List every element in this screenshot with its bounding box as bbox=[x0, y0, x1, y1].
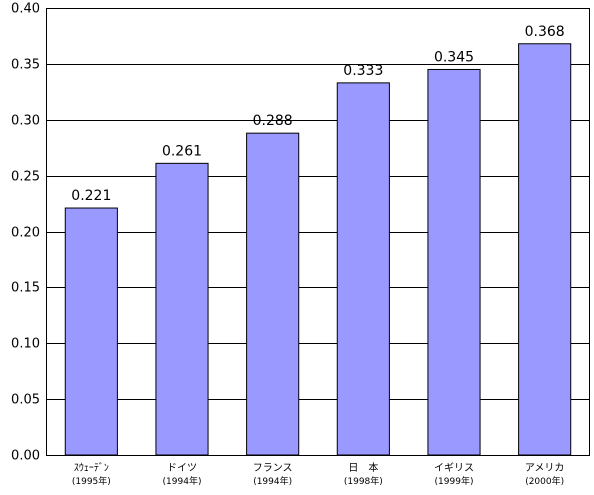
y-tick-label: 0.30 bbox=[11, 114, 40, 129]
data-label: 0.345 bbox=[434, 49, 474, 65]
x-tick-label: フランス bbox=[253, 462, 293, 474]
data-label: 0.288 bbox=[253, 113, 293, 129]
x-tick-label: イギリス bbox=[434, 462, 474, 474]
x-tick-label: アメリカ bbox=[525, 462, 565, 474]
bar bbox=[427, 68, 481, 456]
y-tick-labels: 0.00 0.05 0.10 0.15 0.20 0.25 0.30 0.35 0.40 bbox=[11, 2, 40, 464]
data-labels: 0.221 0.261 0.288 0.333 0.345 0.368 bbox=[71, 24, 564, 204]
gridlines bbox=[46, 8, 590, 456]
bar bbox=[518, 43, 572, 456]
x-tick-year: (2000年) bbox=[525, 475, 564, 487]
x-tick-label: ｽｳｪｰﾃﾞﾝ bbox=[74, 462, 109, 474]
x-tick-labels: ｽｳｪｰﾃﾞﾝ(1995年)ドイツ(1994年)フランス(1994年)日 本(1… bbox=[72, 461, 565, 487]
x-tick-year: (1998年) bbox=[344, 475, 383, 487]
bar bbox=[64, 207, 118, 456]
x-tick-year: (1999年) bbox=[435, 475, 474, 487]
data-label: 0.333 bbox=[343, 63, 383, 79]
y-tick-label: 0.40 bbox=[11, 2, 40, 17]
data-label: 0.261 bbox=[162, 143, 202, 159]
plot-area-border bbox=[46, 8, 590, 456]
data-label: 0.221 bbox=[71, 188, 111, 204]
y-tick-label: 0.05 bbox=[11, 393, 40, 408]
data-label: 0.368 bbox=[525, 24, 565, 40]
y-tick-label: 0.15 bbox=[11, 281, 40, 296]
y-tick-label: 0.35 bbox=[11, 58, 40, 73]
bar bbox=[155, 162, 209, 456]
y-tick-label: 0.20 bbox=[11, 226, 40, 241]
y-tick-label: 0.25 bbox=[11, 170, 40, 185]
bar bbox=[246, 132, 300, 456]
bar bbox=[336, 82, 390, 456]
x-tick-year: (1995年) bbox=[72, 475, 111, 487]
axes bbox=[46, 8, 590, 456]
x-tick-year: (1994年) bbox=[163, 475, 202, 487]
y-tick-label: 0.00 bbox=[11, 449, 40, 464]
bars bbox=[64, 43, 572, 456]
x-tick-label: 日 本 bbox=[348, 461, 378, 474]
x-tick-label: ドイツ bbox=[167, 463, 197, 474]
y-tick-label: 0.10 bbox=[11, 337, 40, 352]
x-tick-year: (1994年) bbox=[253, 475, 292, 487]
